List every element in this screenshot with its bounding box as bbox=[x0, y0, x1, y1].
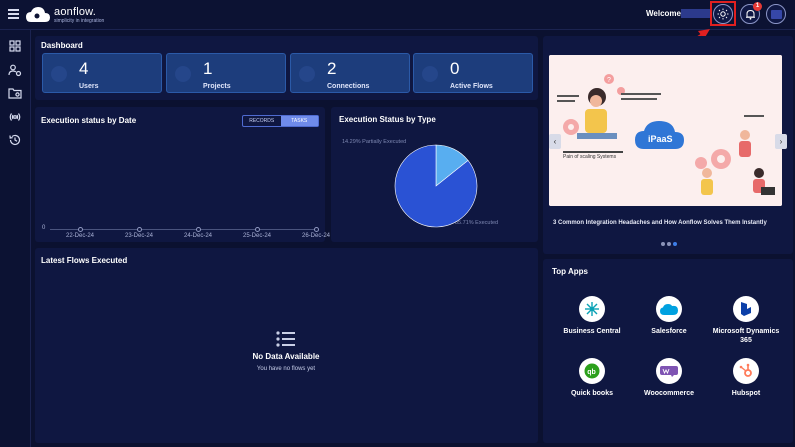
stat-value: 1 bbox=[203, 59, 213, 78]
app-name: Salesforce bbox=[651, 328, 687, 335]
data-point bbox=[77, 227, 83, 232]
records-toggle-button[interactable]: RECORDS bbox=[249, 118, 275, 124]
user-settings-icon[interactable] bbox=[8, 63, 22, 77]
stat-label: Projects bbox=[203, 83, 231, 90]
highlight-box bbox=[710, 1, 736, 26]
blog-banner-image[interactable]: ? iPaaS Pain of scaling Systems bbox=[549, 55, 782, 206]
latest-flows-title: Latest Flows Executed bbox=[41, 256, 128, 265]
dashboard-grid-icon[interactable] bbox=[8, 39, 22, 53]
app-name: Quick books bbox=[570, 390, 613, 397]
app-quickbooks[interactable]: qb Quick books bbox=[557, 358, 627, 398]
menu-icon[interactable] bbox=[8, 9, 19, 19]
welcome-text: Welcome bbox=[646, 9, 681, 18]
logo-name: aonflow. bbox=[54, 5, 96, 18]
sun-icon bbox=[717, 8, 729, 20]
pie-label-partially-executed: 14.29% Partially Executed bbox=[342, 139, 407, 145]
app-woocommerce[interactable]: Woocommerce bbox=[634, 358, 704, 398]
pie-slice-executed[interactable] bbox=[394, 144, 478, 228]
folder-settings-icon[interactable] bbox=[8, 86, 22, 100]
execution-type-pie-chart bbox=[394, 144, 478, 228]
app-name: Microsoft Dynamics 365 bbox=[712, 328, 780, 344]
profile-button[interactable] bbox=[766, 4, 786, 24]
broadcast-icon[interactable] bbox=[8, 110, 22, 124]
x-axis-line bbox=[50, 229, 316, 230]
stat-card-active-flows[interactable]: 0 Active Flows bbox=[413, 53, 533, 93]
dynamics-365-icon bbox=[741, 302, 751, 316]
dashboard-title: Dashboard bbox=[41, 41, 83, 50]
salesforce-icon bbox=[660, 303, 678, 315]
carousel-next-button[interactable]: › bbox=[775, 134, 787, 149]
empty-state-title: No Data Available bbox=[252, 352, 320, 361]
execution-by-type-title: Execution Status by Type bbox=[339, 115, 436, 124]
data-point bbox=[254, 227, 260, 232]
x-tick-label: 24-Dec-24 bbox=[183, 233, 212, 239]
pie-label-executed: 85.71% Executed bbox=[455, 220, 499, 226]
logo-tagline: simplicity in integration bbox=[54, 17, 105, 24]
top-apps-title: Top Apps bbox=[552, 267, 588, 276]
bell-icon bbox=[745, 9, 755, 20]
svg-text:qb: qb bbox=[587, 369, 596, 376]
notification-badge: 1 bbox=[753, 2, 762, 11]
carousel-caption[interactable]: 3 Common Integration Headaches and How A… bbox=[553, 220, 767, 226]
execution-by-date-panel: Execution status by Date bbox=[35, 107, 325, 242]
aonflow-logo[interactable]: aonflow. simplicity in integration bbox=[25, 4, 104, 26]
ipaas-illustration: ? iPaaS Pain of scaling Systems bbox=[549, 55, 782, 206]
user-name-redacted bbox=[681, 9, 710, 18]
empty-state-subtitle: You have no flows yet bbox=[256, 366, 316, 372]
stat-label: Users bbox=[79, 83, 99, 90]
records-tasks-toggle: RECORDS TASKS bbox=[242, 115, 319, 127]
carousel-prev-button[interactable]: ‹ bbox=[549, 134, 561, 149]
profile-avatar bbox=[770, 9, 782, 19]
stat-card-projects[interactable]: 1 Projects bbox=[166, 53, 286, 93]
data-point bbox=[313, 227, 319, 232]
cloud-logo-icon bbox=[26, 7, 50, 22]
carousel-dot-3[interactable] bbox=[673, 242, 677, 246]
shuffle-icon bbox=[422, 66, 438, 82]
x-tick-label: 23-Dec-24 bbox=[124, 233, 153, 239]
history-icon[interactable] bbox=[8, 133, 22, 147]
woocommerce-icon bbox=[660, 365, 678, 377]
app-hubspot[interactable]: Hubspot bbox=[711, 358, 781, 398]
connection-icon bbox=[299, 66, 315, 82]
app-name: Business Central bbox=[563, 328, 621, 335]
app-name: Hubspot bbox=[731, 390, 761, 397]
stat-card-users[interactable]: 4 Users bbox=[42, 53, 162, 93]
business-central-icon bbox=[585, 302, 599, 316]
app-name: Woocommerce bbox=[643, 390, 695, 397]
data-point bbox=[195, 227, 201, 232]
execution-by-date-title: Execution status by Date bbox=[41, 116, 137, 125]
carousel-dot-1[interactable] bbox=[661, 242, 665, 246]
top-apps-panel: Top Apps bbox=[543, 259, 793, 443]
stat-label: Connections bbox=[327, 83, 370, 90]
list-icon bbox=[276, 331, 295, 347]
stat-value: 0 bbox=[450, 59, 460, 78]
stat-value: 2 bbox=[327, 59, 337, 78]
svg-text:?: ? bbox=[607, 77, 611, 84]
x-tick-label: 26-Dec-24 bbox=[301, 233, 330, 239]
x-tick-label: 25-Dec-24 bbox=[242, 233, 271, 239]
sidebar bbox=[0, 30, 31, 447]
stat-label: Active Flows bbox=[450, 83, 493, 90]
folder-icon bbox=[175, 66, 191, 82]
top-bar: aonflow. simplicity in integration Welco… bbox=[0, 0, 795, 30]
carousel-dot-2[interactable] bbox=[667, 242, 671, 246]
hubspot-icon bbox=[739, 363, 752, 377]
data-point bbox=[136, 227, 142, 232]
app-salesforce[interactable]: Salesforce bbox=[634, 296, 704, 336]
quickbooks-icon: qb bbox=[584, 363, 600, 379]
app-business-central[interactable]: Business Central bbox=[557, 296, 627, 336]
app-microsoft-dynamics-365[interactable]: Microsoft Dynamics 365 bbox=[711, 296, 781, 345]
y-axis-zero-label: 0 bbox=[42, 225, 46, 231]
stat-card-connections[interactable]: 2 Connections bbox=[290, 53, 410, 93]
stat-value: 4 bbox=[79, 59, 89, 78]
theme-toggle-button[interactable] bbox=[713, 4, 733, 24]
illustration-caption-text: Pain of scaling Systems bbox=[563, 154, 617, 160]
tasks-toggle-button[interactable]: TASKS bbox=[280, 116, 318, 126]
ipaas-text: iPaaS bbox=[648, 134, 673, 144]
x-tick-label: 22-Dec-24 bbox=[65, 233, 94, 239]
users-icon bbox=[51, 66, 67, 82]
